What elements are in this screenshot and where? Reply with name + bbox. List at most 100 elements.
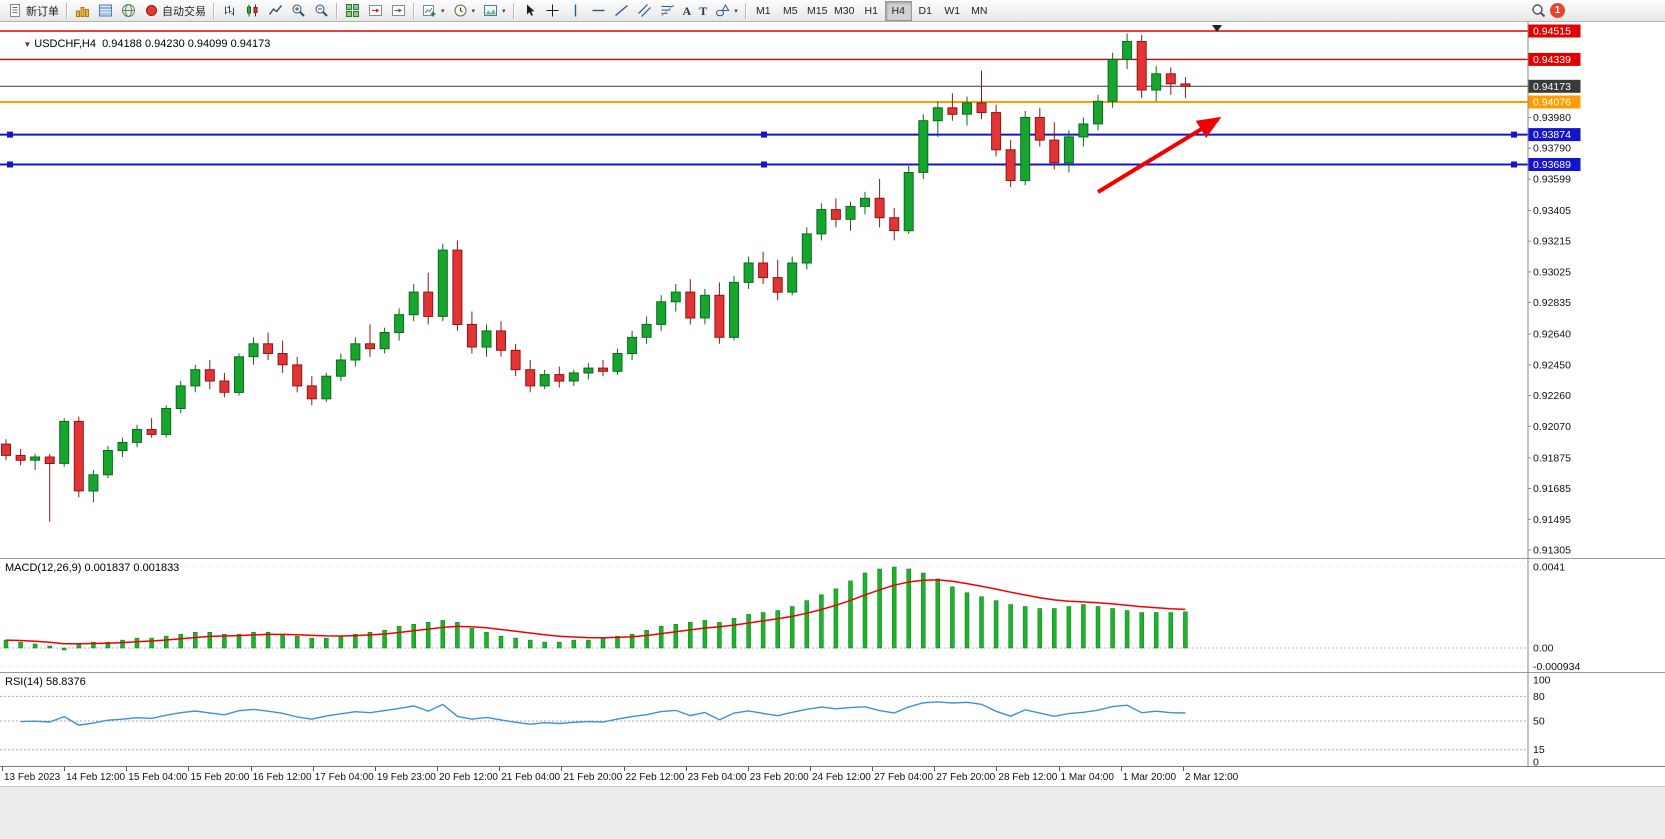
navigator-button[interactable] [117, 1, 140, 21]
horizontal-line-button[interactable] [587, 1, 610, 21]
rsi-panel[interactable]: 100 80 50 15 0 RSI(14) 58.8376 [0, 672, 1665, 766]
shapes-button[interactable]: ▾ [711, 1, 742, 21]
trendline-button[interactable] [610, 1, 633, 21]
timeframe-m1-button[interactable]: M1 [750, 1, 777, 21]
autotrading-button[interactable]: 自动交易 [140, 1, 210, 21]
candle-body [1049, 139, 1060, 164]
time-tick [623, 767, 625, 771]
macd-histogram-bar [1037, 608, 1043, 649]
candle-body [1020, 117, 1031, 182]
time-axis-label: 23 Feb 04:00 [687, 772, 747, 783]
zoom-in-button[interactable] [287, 1, 310, 21]
search-button[interactable] [1527, 1, 1550, 21]
candle-body [612, 353, 623, 372]
price-chart-panel[interactable]: 0.93980 0.93790 0.93599 0.93405 0.93215 0.930… [0, 22, 1665, 558]
candle-body [1180, 83, 1191, 87]
line-chart-button[interactable] [264, 1, 287, 21]
time-axis[interactable]: 13 Feb 2023 14 Feb 12:00 15 Feb 04:00 15 Fe… [0, 766, 1665, 786]
candle-body [248, 343, 259, 358]
new-chart-button[interactable]: ▾ [418, 1, 449, 21]
candle-body [30, 456, 41, 461]
rsi-axis-label: 80 [1533, 691, 1545, 703]
macd-histogram-bar [935, 578, 941, 649]
candle-body [889, 217, 900, 232]
crosshair-button[interactable] [541, 1, 564, 21]
auto-scroll-button[interactable] [387, 1, 410, 21]
line-handle[interactable] [1511, 161, 1517, 168]
candle-body [1005, 149, 1016, 182]
candle-body [15, 454, 26, 461]
macd-histogram-bar [207, 631, 213, 649]
new-order-button[interactable]: 新订单 [4, 1, 63, 21]
charts-button[interactable] [71, 1, 94, 21]
chart-shift-button[interactable] [364, 1, 387, 21]
candle-body [947, 107, 958, 115]
candle-body [583, 367, 594, 374]
line-handle[interactable] [761, 131, 767, 138]
timeframe-d1-button[interactable]: D1 [912, 1, 939, 21]
timeframe-mn-button[interactable]: MN [966, 1, 993, 21]
zoom-out-button[interactable] [310, 1, 333, 21]
chart-shift-marker-icon[interactable] [1212, 25, 1222, 32]
dropdown-caret-icon: ▾ [471, 7, 476, 15]
macd-histogram-bar [324, 637, 329, 649]
macd-histogram-bar [644, 629, 649, 649]
timeframe-w1-button[interactable]: W1 [939, 1, 966, 21]
macd-histogram-bar [425, 622, 431, 649]
candle-body [918, 120, 929, 173]
macd-histogram-bar [105, 641, 111, 649]
price-axis-label: 0.93025 [1533, 266, 1571, 278]
candle-body [962, 102, 972, 115]
macd-axis-label: 0.0041 [1533, 562, 1565, 574]
market-watch-button[interactable] [94, 1, 117, 21]
candle-body [263, 343, 274, 354]
bar-chart-button[interactable] [218, 1, 241, 21]
timeframe-h1-button[interactable]: H1 [858, 1, 885, 21]
fibonacci-button[interactable] [656, 1, 679, 21]
timeframe-m30-button[interactable]: M30 [831, 1, 858, 21]
tile-windows-button[interactable] [341, 1, 364, 21]
candle-body [59, 420, 70, 464]
vertical-line-button[interactable] [564, 1, 587, 21]
price-tag-label: 0.94076 [1533, 97, 1571, 109]
trend-arrow[interactable] [1096, 116, 1222, 194]
timeframe-m15-button[interactable]: M15 [804, 1, 831, 21]
line-handle[interactable] [1511, 131, 1517, 138]
macd-histogram-bar [833, 588, 839, 649]
label-tool-button[interactable]: T [695, 1, 711, 21]
candle-body [903, 172, 914, 232]
candlestick-chart-button[interactable] [241, 1, 264, 21]
macd-histogram-bar [469, 628, 475, 649]
time-axis-label: 27 Feb 20:00 [936, 772, 996, 783]
macd-axis-label: -0.000934 [1533, 661, 1580, 672]
text-tool-button[interactable]: A [679, 1, 696, 21]
template-button[interactable]: ▾ [479, 1, 510, 21]
timeframe-h4-button[interactable]: H4 [884, 0, 912, 21]
channel-button[interactable] [633, 1, 656, 21]
trendline-icon [614, 4, 628, 17]
macd-histogram-bar [149, 637, 154, 649]
price-chart[interactable]: 0.93980 0.93790 0.93599 0.93405 0.93215 0.930… [0, 22, 1665, 558]
cursor-icon [526, 4, 535, 16]
candle-body [554, 374, 565, 382]
time-axis-label: 21 Feb 04:00 [501, 772, 561, 783]
line-handle[interactable] [7, 161, 13, 168]
candle-body [1107, 58, 1118, 102]
time-axis-label: 15 Feb 20:00 [190, 772, 250, 783]
time-axis-label: 16 Feb 12:00 [252, 772, 312, 783]
cursor-button[interactable] [518, 1, 541, 21]
notifications-badge[interactable]: 1 [1550, 3, 1565, 18]
timeframe-m5-button[interactable]: M5 [777, 1, 804, 21]
line-handle[interactable] [761, 161, 767, 168]
macd-histogram-bar [1153, 612, 1159, 649]
candle-body [365, 343, 375, 350]
line-handle[interactable] [7, 131, 13, 138]
macd-histogram-bar [964, 592, 970, 649]
macd-histogram-bar [1081, 604, 1086, 649]
time-tick [685, 767, 687, 771]
periods-button[interactable]: ▾ [449, 1, 480, 21]
chart-shift-icon [369, 5, 382, 16]
macd-histogram-bar [513, 637, 518, 649]
candle-body [830, 209, 841, 220]
macd-panel[interactable]: 0.0041 0.00 -0.000934 MACD(12,26,9) 0.0018… [0, 558, 1665, 672]
